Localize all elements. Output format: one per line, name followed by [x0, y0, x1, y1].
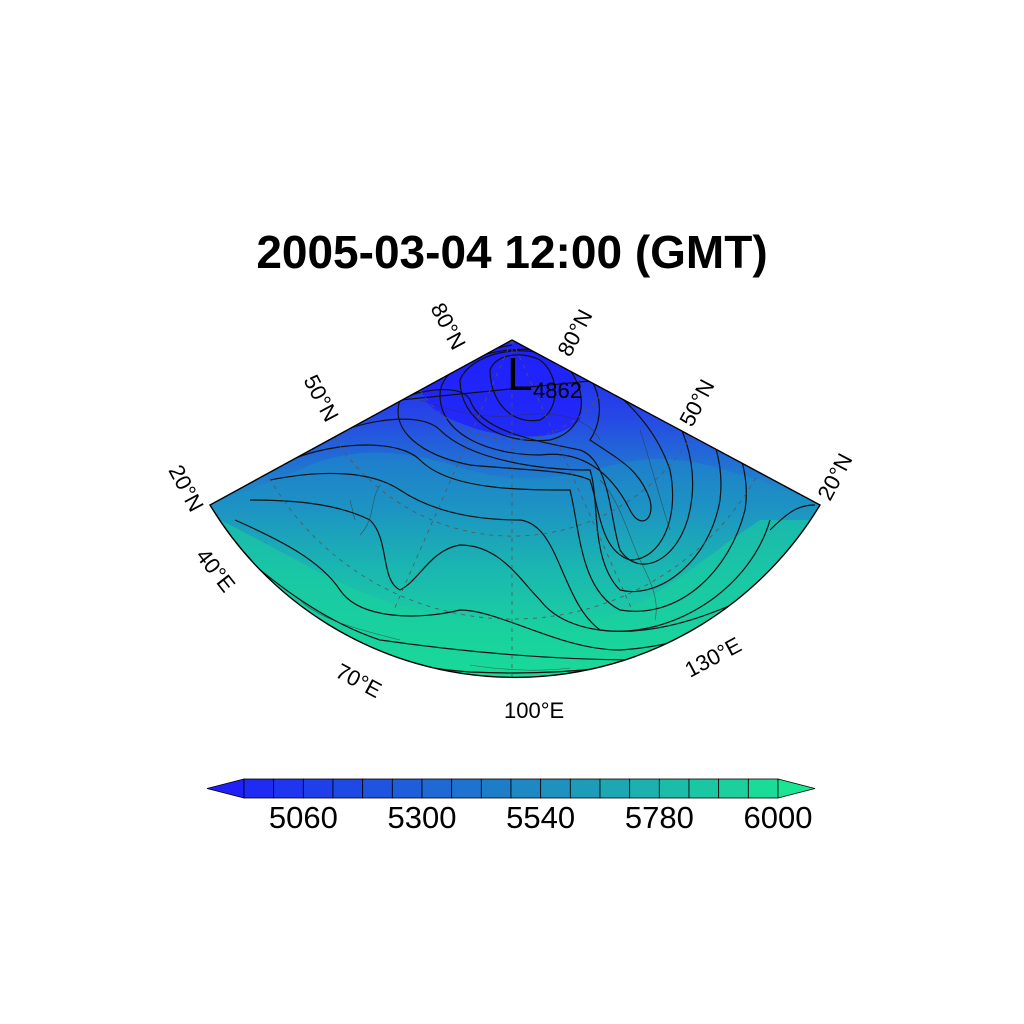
colorbar-label: 6000 [744, 800, 813, 835]
colorbar-box [747, 778, 779, 799]
colorbar-box [273, 778, 304, 799]
colorbar-box [302, 778, 334, 799]
sector-outline [209, 339, 821, 679]
lat-label-right-50n: 50°N [674, 375, 719, 430]
low-value: 4862 [533, 378, 582, 403]
colorbar-arrow-high [777, 778, 816, 799]
colorbar-box [451, 778, 482, 799]
colorbar-box [510, 778, 542, 799]
colorbar-box [688, 778, 720, 799]
colorbar-box [362, 778, 393, 799]
lon-label-70e: 70°E [332, 658, 386, 703]
colorbar-label: 5060 [269, 800, 338, 835]
lat-label-left-80n: 80°N [426, 299, 471, 354]
colorbar-labels: 5060 5300 5540 5780 6000 [269, 800, 813, 835]
colorbar-box [569, 778, 601, 799]
lon-label-40e: 40°E [191, 544, 240, 597]
lat-label-left-50n: 50°N [299, 371, 344, 426]
colorbar-label: 5540 [506, 800, 575, 835]
lon-label-130e: 130°E [681, 632, 746, 682]
low-letter: L [507, 348, 533, 400]
colorbar-box [421, 778, 453, 799]
colorbar-box [658, 778, 690, 799]
lon-label-100e: 100°E [504, 698, 564, 723]
colorbar-label: 5300 [388, 800, 457, 835]
lat-label-left-20n: 20°N [164, 461, 209, 516]
colorbar-box [599, 778, 631, 799]
colorbar-box [391, 778, 423, 799]
lat-label-right-80n: 80°N [552, 305, 597, 360]
colorbar-box [480, 778, 512, 799]
colorbar-label: 5780 [625, 800, 694, 835]
map-title: 2005-03-04 12:00 (GMT) [256, 226, 767, 278]
colorbar-arrow-low [206, 778, 245, 799]
lat-label-right-20n: 20°N [812, 449, 857, 504]
low-pressure-marker: L 4862 [507, 348, 582, 403]
coastlines [299, 399, 671, 671]
colorbar-box [540, 778, 571, 799]
colorbar-box [718, 778, 749, 799]
colorbar: 5060 5300 5540 5780 6000 [206, 778, 816, 835]
colorbar-box [332, 778, 364, 799]
colorbar-boxes [206, 778, 816, 799]
colorbar-box [243, 778, 275, 799]
colorbar-box [629, 778, 660, 799]
